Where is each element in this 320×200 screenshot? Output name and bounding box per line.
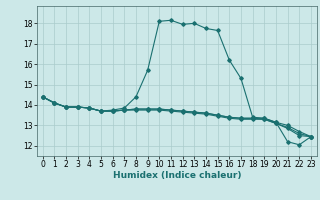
X-axis label: Humidex (Indice chaleur): Humidex (Indice chaleur) [113, 171, 241, 180]
